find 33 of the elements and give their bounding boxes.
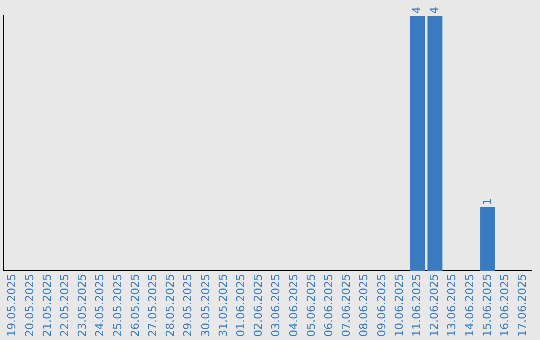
x-tick-label: 23.05.2025 xyxy=(76,274,90,338)
x-tick-label: 01.06.2025 xyxy=(234,274,248,338)
x-tick-label: 10.06.2025 xyxy=(392,274,406,338)
x-tick-label: 20.05.2025 xyxy=(23,274,36,338)
x-tick-label: 16.06.2025 xyxy=(498,274,512,338)
x-tick-label: 25.05.2025 xyxy=(111,274,124,338)
x-tick-label: 08.06.2025 xyxy=(358,274,371,338)
x-tick-label: 30.05.2025 xyxy=(199,274,212,338)
x-tick-label: 04.06.2025 xyxy=(287,274,300,338)
x-tick-label: 06.06.2025 xyxy=(322,274,336,338)
x-tick-label: 27.05.2025 xyxy=(146,274,160,338)
data-label: 1 xyxy=(480,198,494,206)
x-tick-label: 31.05.2025 xyxy=(216,274,230,338)
x-tick-label: 15.06.2025 xyxy=(480,274,494,338)
x-tick-label: 09.06.2025 xyxy=(375,274,388,338)
x-tick-label: 28.05.2025 xyxy=(164,274,178,338)
x-tick-label: 03.06.2025 xyxy=(270,274,283,338)
x-tick-label: 05.06.2025 xyxy=(304,274,318,338)
data-label: 4 xyxy=(410,7,424,14)
x-tick-label: 26.05.2025 xyxy=(128,274,142,338)
x-tick-label: 02.06.2025 xyxy=(252,274,266,338)
x-tick-label: 12.06.2025 xyxy=(428,274,442,338)
x-tick-label: 17.06.2025 xyxy=(516,274,530,338)
x-tick-label: 24.05.2025 xyxy=(94,274,107,338)
data-label: 4 xyxy=(428,7,442,14)
x-tick-label: 21.05.2025 xyxy=(40,274,54,338)
x-tick-label: 11.06.2025 xyxy=(410,274,424,338)
x-tick-label: 19.05.2025 xyxy=(6,274,19,338)
x-tick-label: 07.06.2025 xyxy=(340,274,354,338)
x-tick-label: 22.05.2025 xyxy=(58,274,72,338)
x-tick-label: 14.06.2025 xyxy=(463,274,476,338)
x-tick-label: 13.06.2025 xyxy=(446,274,459,338)
x-tick-label: 29.05.2025 xyxy=(182,274,195,338)
